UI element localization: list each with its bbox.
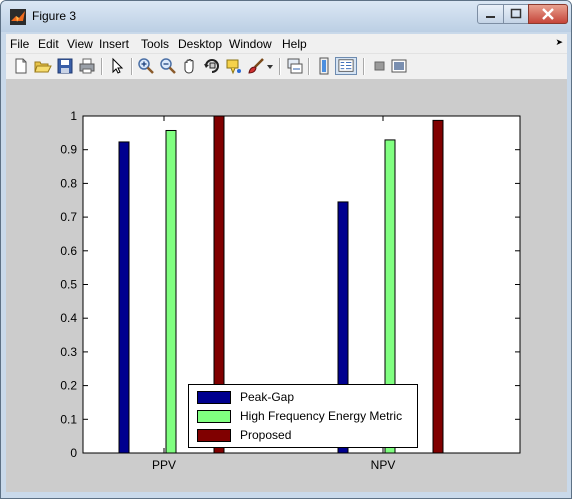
title-bar[interactable]: Figure 3 [1, 1, 571, 32]
matlab-logo-icon [10, 9, 26, 25]
legend-swatch [197, 410, 231, 423]
legend-swatch [197, 429, 231, 442]
menu-window[interactable]: Window [229, 37, 272, 51]
maximize-icon [510, 8, 522, 19]
legend-label: Peak-Gap [240, 390, 295, 404]
y-tick-label: 0.5 [60, 278, 77, 292]
pointer-icon[interactable] [108, 57, 126, 75]
bar-npv-2 [432, 119, 444, 454]
minimize-icon [486, 16, 495, 18]
data-cursor-icon[interactable] [225, 57, 243, 75]
menu-file[interactable]: File [10, 37, 30, 51]
x-tick-label: NPV [371, 458, 396, 472]
menu-view[interactable]: View [67, 37, 93, 51]
menu-edit[interactable]: Edit [38, 37, 59, 51]
dropdown-arrow-icon[interactable] [265, 57, 275, 75]
menu-bar: File Edit View Insert Tools Desktop Wind… [6, 34, 567, 53]
y-tick-label: 0.6 [60, 244, 77, 258]
menu-help[interactable]: Help [282, 37, 307, 51]
figure-toolbar [6, 53, 567, 79]
y-tick-label: 0.3 [60, 345, 77, 359]
toolbar-separator [308, 58, 310, 75]
dock-arrow-icon[interactable]: ➤ [555, 37, 563, 47]
hide-plot-tools-icon[interactable] [370, 57, 388, 75]
y-tick-label: 1 [70, 109, 77, 123]
y-tick-label: 0.4 [60, 311, 77, 325]
toolbar-separator [101, 58, 103, 75]
legend-label: Proposed [240, 428, 292, 442]
y-tick-label: 0.8 [60, 176, 77, 190]
open-file-icon[interactable] [34, 57, 52, 75]
rotate-3d-icon[interactable] [203, 57, 221, 75]
link-plot-icon[interactable] [286, 57, 304, 75]
y-tick-label: 0 [70, 446, 77, 460]
bar-ppv-0 [118, 141, 130, 454]
x-tick-label: PPV [152, 458, 176, 472]
print-icon[interactable] [78, 57, 96, 75]
chart-legend[interactable]: Peak-Gap High Frequency Energy Metric Pr… [188, 384, 418, 448]
show-plot-tools-icon[interactable] [390, 57, 408, 75]
toolbar-separator [279, 58, 281, 75]
y-tick-label: 0.2 [60, 379, 77, 393]
close-icon [542, 8, 554, 20]
zoom-in-icon[interactable] [137, 57, 155, 75]
save-icon[interactable] [56, 57, 74, 75]
bar-ppv-1 [165, 129, 177, 454]
figure-canvas: 0 0.1 0.2 0.3 0.4 0.5 0.6 0.7 0.8 0.9 1 PPV NPV Peak… [6, 79, 567, 492]
new-figure-icon[interactable] [12, 57, 30, 75]
window-title: Figure 3 [32, 9, 77, 23]
maximize-button[interactable] [503, 4, 529, 24]
legend-label: High Frequency Energy Metric [240, 409, 403, 423]
colorbar-icon[interactable] [315, 57, 333, 75]
zoom-out-icon[interactable] [159, 57, 177, 75]
pan-hand-icon[interactable] [181, 57, 199, 75]
menu-desktop[interactable]: Desktop [178, 37, 223, 51]
legend-icon[interactable] [335, 57, 357, 75]
y-tick-label: 0.9 [60, 143, 77, 157]
y-tick-label: 0.1 [60, 412, 77, 426]
toolbar-separator [363, 58, 365, 75]
close-button[interactable] [528, 4, 568, 24]
menu-tools[interactable]: Tools [141, 37, 170, 51]
legend-swatch [197, 391, 231, 404]
brush-icon[interactable] [247, 57, 265, 75]
menu-insert[interactable]: Insert [99, 37, 130, 51]
toolbar-separator [131, 58, 133, 75]
minimize-button[interactable] [477, 4, 504, 24]
y-tick-label: 0.7 [60, 210, 77, 224]
